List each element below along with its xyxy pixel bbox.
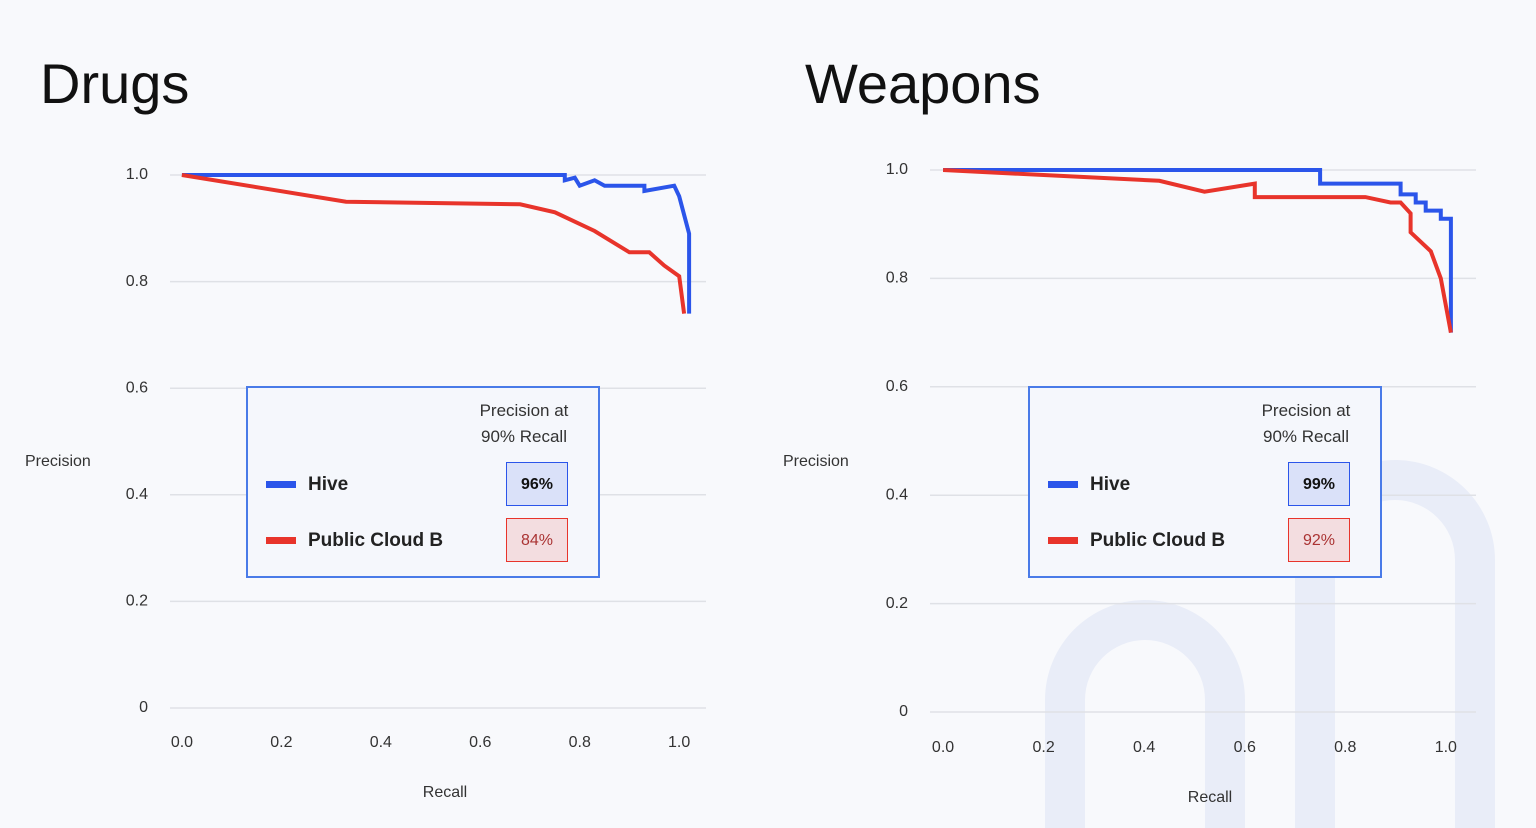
x-tick-label: 1.0 [668,734,690,751]
y-tick-label: 1.0 [126,166,148,183]
x-tick-label: 0.6 [1234,739,1256,756]
legend-label: Hive [308,474,349,495]
chart-title: Drugs [40,52,189,115]
legend-header: Precision at 90% Recall [1261,401,1351,446]
legend-entry: Hive 99% [1048,462,1368,508]
x-tick-label: 0.2 [270,734,292,751]
x-axis-label: Recall [1188,789,1232,806]
precision-value: 96% [506,462,568,506]
x-tick-label: 0.4 [1133,739,1155,756]
y-tick-label: 0.6 [886,378,908,395]
series-line [943,168,1453,333]
legend-label: Public Cloud B [1090,530,1226,551]
x-tick-label: 0.8 [1334,739,1356,756]
legend-swatch [266,481,296,488]
series-line [943,168,1453,333]
x-tick-label: 0.2 [1032,739,1054,756]
series-line [181,173,692,314]
series-line [181,173,687,314]
y-axis-label: Precision [25,453,91,470]
x-tick-label: 0.6 [469,734,491,751]
legend-swatch [1048,537,1078,544]
watermark [1045,460,1495,828]
x-tick-label: 0.8 [569,734,591,751]
y-tick-label: 1.0 [886,161,908,178]
legend-label: Public Cloud B [308,530,444,551]
legend-entry: Hive 96% [266,462,586,508]
x-axis-label: Recall [423,784,467,801]
chart-title: Weapons [805,52,1041,115]
y-tick-label: 0.4 [886,486,908,503]
y-tick-label: 0.8 [126,273,148,290]
legend-entry: Public Cloud B 92% [1048,518,1368,564]
legend-label: Hive [1090,474,1131,495]
x-tick-label: 0.4 [370,734,392,751]
precision-value: 84% [506,518,568,562]
legend: Precision at 90% Recall Hive 99% Public Clo… [1028,386,1382,578]
y-axis-label: Precision [783,453,849,470]
y-tick-label: 0.2 [886,595,908,612]
y-tick-label: 0 [139,699,148,716]
legend: Precision at 90% Recall Hive 96% Public Clo… [246,386,600,578]
x-tick-label: 0.0 [171,734,193,751]
precision-value: 92% [1288,518,1350,562]
legend-swatch [266,537,296,544]
y-tick-label: 0.2 [126,593,148,610]
x-tick-label: 0.0 [932,739,954,756]
y-tick-label: 0 [899,703,908,720]
precision-value: 99% [1288,462,1350,506]
legend-entry: Public Cloud B 84% [266,518,586,564]
x-tick-label: 1.0 [1435,739,1457,756]
legend-swatch [1048,481,1078,488]
y-tick-label: 0.4 [126,486,148,503]
y-tick-label: 0.8 [886,270,908,287]
legend-header: Precision at 90% Recall [479,401,569,446]
y-tick-label: 0.6 [126,379,148,396]
